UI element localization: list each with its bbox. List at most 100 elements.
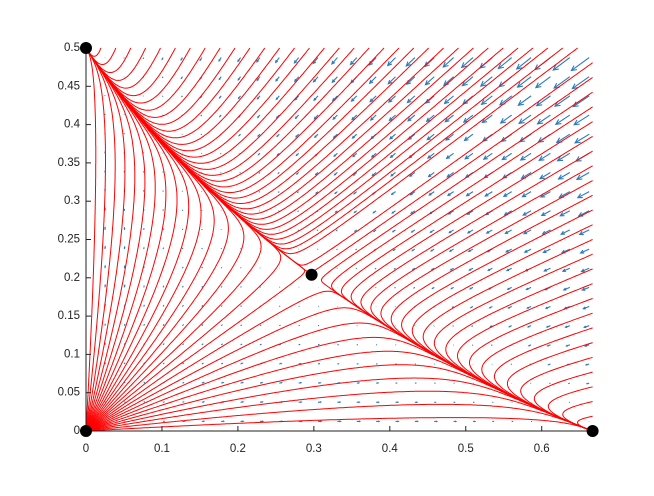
vector-arrow <box>511 364 512 365</box>
vector-arrow <box>124 402 125 403</box>
y-tick-label: 0.45 <box>58 80 80 92</box>
vector-arrow <box>472 326 473 327</box>
vector-arrow <box>182 286 183 287</box>
y-tick-label: 0 <box>74 425 80 437</box>
streamline <box>86 48 518 234</box>
vector-arrow <box>220 153 221 154</box>
x-tick-label: 0.1 <box>154 443 170 455</box>
vector-arrow <box>336 249 337 250</box>
vector-arrow <box>355 249 356 250</box>
vector-arrow-head <box>436 421 437 422</box>
vector-arrow-head <box>416 402 417 403</box>
streamline <box>321 92 592 431</box>
streamline <box>87 49 593 265</box>
vector-arrow-head <box>586 364 587 365</box>
streamline <box>423 240 592 431</box>
vector-arrow-head <box>320 421 321 422</box>
vector-arrow-head <box>124 228 125 229</box>
vector-arrow-head <box>261 382 262 383</box>
vector-arrow <box>240 172 241 173</box>
vector-arrow-head <box>300 402 301 403</box>
vector-arrow-head <box>377 383 378 384</box>
vector-arrow <box>472 345 473 346</box>
y-tick-label: 0.2 <box>64 272 80 284</box>
vector-arrow <box>201 134 202 135</box>
vector-arrow <box>259 172 260 173</box>
y-tick-label: 0.25 <box>58 234 80 246</box>
vector-arrow-head <box>455 421 456 422</box>
streamline <box>361 151 593 431</box>
streamline <box>381 181 593 431</box>
y-tick-label: 0.5 <box>64 42 80 54</box>
vector-arrow <box>260 344 262 345</box>
streamline <box>482 313 593 431</box>
equilibrium-point <box>80 425 92 437</box>
vector-arrow <box>279 306 280 307</box>
vector-arrow <box>279 325 280 326</box>
vector-arrow <box>221 363 223 364</box>
vector-arrow-head <box>319 382 320 383</box>
vector-arrow-head <box>203 382 204 383</box>
vector-arrow-head <box>280 363 281 364</box>
vector-arrow <box>182 344 183 345</box>
streamline <box>86 48 166 428</box>
streamline <box>89 418 591 431</box>
vector-arrow <box>568 383 570 384</box>
vector-arrow-head <box>242 421 243 422</box>
vector-arrow-head <box>262 402 263 403</box>
vector-arrow <box>317 230 318 231</box>
vector-arrow-head <box>281 382 282 383</box>
vector-arrow-head <box>124 266 125 267</box>
vector-arrow <box>241 287 242 288</box>
vector-arrow <box>298 211 299 212</box>
vector-arrow-head <box>320 402 321 403</box>
vector-arrow <box>260 287 261 288</box>
vector-arrow <box>124 363 125 364</box>
streamline <box>86 49 96 429</box>
vector-arrow <box>571 58 589 71</box>
vector-arrow <box>144 286 145 288</box>
vector-arrow-head <box>262 421 263 422</box>
vector-arrow <box>413 287 414 288</box>
streamline <box>87 49 593 273</box>
x-tick-label: 0.4 <box>382 443 399 455</box>
vector-arrow <box>182 267 183 268</box>
vector-arrow <box>375 268 376 269</box>
vector-arrow <box>181 96 182 97</box>
equilibrium-point <box>80 42 92 54</box>
streamline <box>507 343 592 431</box>
vector-arrow <box>572 77 589 89</box>
vector-arrow <box>394 268 396 269</box>
vector-arrow <box>278 192 279 193</box>
vector-arrow <box>336 230 337 231</box>
streamline <box>86 48 279 144</box>
vector-arrow <box>144 305 145 307</box>
vector-arrow <box>434 326 435 327</box>
x-tick-label: 0.5 <box>458 443 474 455</box>
vector-arrow-head <box>336 211 337 212</box>
vector-arrow-head <box>124 247 125 248</box>
vector-arrow <box>124 324 125 326</box>
vector-arrow-head <box>378 421 379 422</box>
vector-arrow-head <box>378 402 379 403</box>
vector-arrow-head <box>339 421 340 422</box>
vector-arrow <box>201 115 202 116</box>
streamline <box>87 48 310 157</box>
vector-arrow-head <box>397 402 398 403</box>
vector-arrow <box>143 58 144 59</box>
equilibrium-point <box>306 269 318 281</box>
vector-arrow <box>491 345 492 346</box>
vector-arrow-head <box>181 78 182 79</box>
streamline <box>341 122 592 431</box>
vector-arrow-head <box>300 382 301 383</box>
vector-arrow <box>202 267 203 268</box>
vector-arrow <box>453 326 454 327</box>
vector-arrow <box>356 268 357 269</box>
vector-arrow <box>221 286 222 287</box>
streamline <box>371 166 593 431</box>
vector-arrow <box>299 344 301 345</box>
streamline <box>86 48 533 239</box>
vector-arrow <box>297 192 299 193</box>
vector-arrow <box>375 287 376 288</box>
streamline <box>87 48 146 80</box>
